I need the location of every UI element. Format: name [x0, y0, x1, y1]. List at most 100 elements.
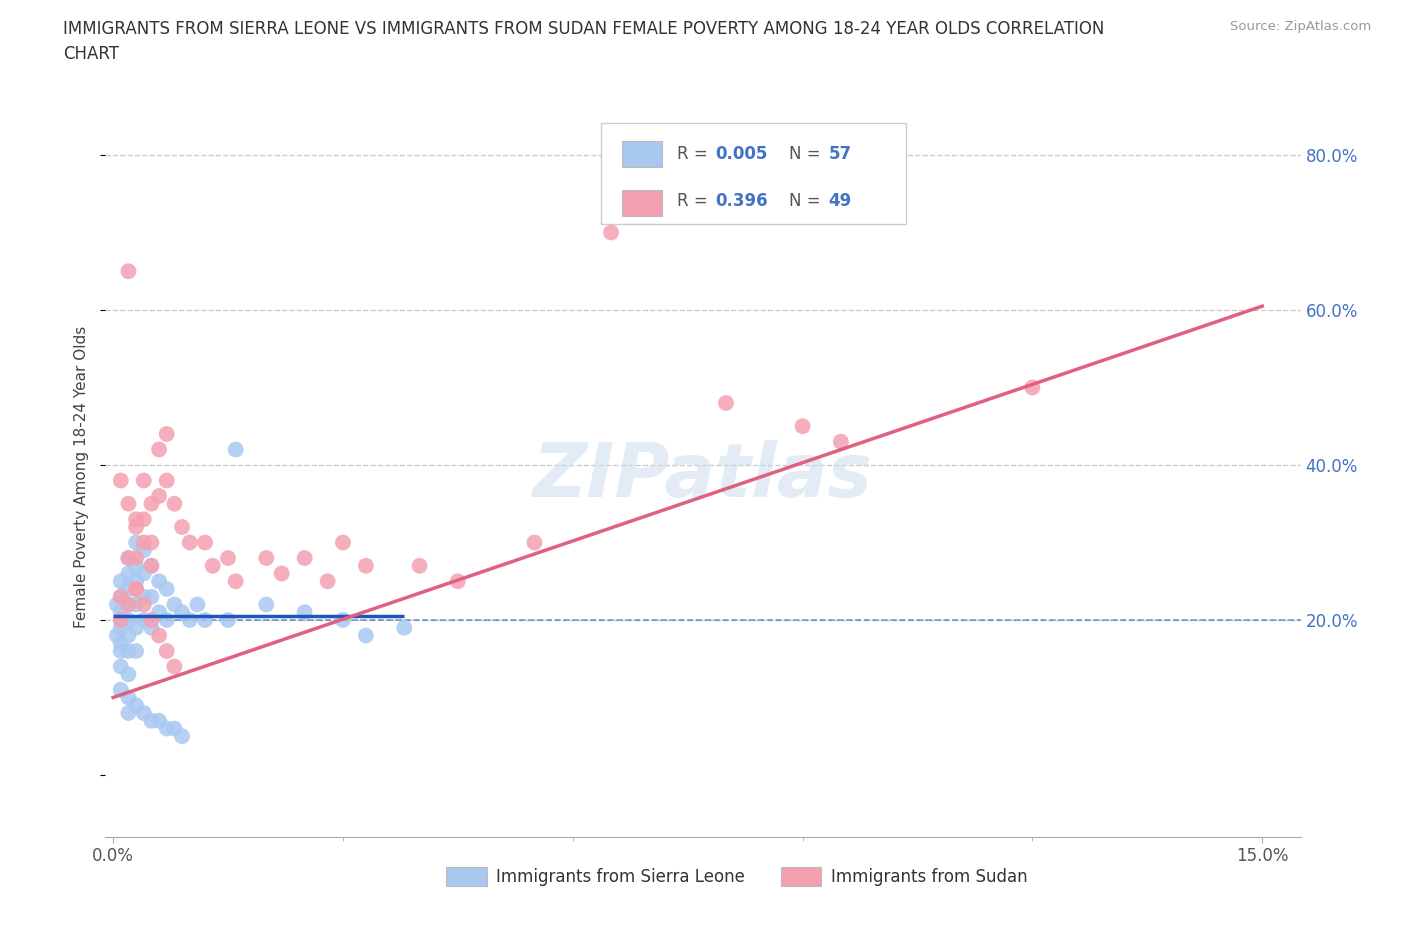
Point	[110, 613, 132, 628]
Text: Immigrants from Sierra Leone: Immigrants from Sierra Leone	[496, 868, 745, 885]
Point	[254, 551, 277, 565]
Point	[117, 581, 139, 596]
Point	[117, 597, 139, 612]
Point	[523, 535, 546, 550]
Point	[141, 590, 163, 604]
Point	[156, 473, 179, 488]
Point	[225, 574, 247, 589]
Point	[194, 535, 217, 550]
Point	[117, 551, 139, 565]
Point	[132, 512, 155, 526]
Point	[110, 620, 132, 635]
Bar	[621, 141, 662, 166]
Point	[117, 613, 139, 628]
Point	[156, 613, 179, 628]
Point	[125, 520, 148, 535]
Text: 49: 49	[828, 193, 852, 210]
Text: 0.005: 0.005	[716, 145, 768, 164]
Text: IMMIGRANTS FROM SIERRA LEONE VS IMMIGRANTS FROM SUDAN FEMALE POVERTY AMONG 18-24: IMMIGRANTS FROM SIERRA LEONE VS IMMIGRAN…	[63, 20, 1105, 38]
Point	[117, 706, 139, 721]
Text: CHART: CHART	[63, 45, 120, 62]
Point	[132, 535, 155, 550]
Point	[125, 698, 148, 712]
Point	[792, 418, 814, 433]
Point	[141, 713, 163, 728]
Text: ZIPatlas: ZIPatlas	[533, 440, 873, 513]
Point	[148, 628, 170, 643]
Text: N =: N =	[789, 193, 825, 210]
Point	[132, 543, 155, 558]
Text: 57: 57	[828, 145, 852, 164]
Point	[125, 574, 148, 589]
Point	[179, 613, 201, 628]
Point	[105, 597, 128, 612]
Point	[394, 620, 416, 635]
Point	[132, 597, 155, 612]
Point	[600, 225, 623, 240]
Point	[294, 604, 316, 619]
Point	[830, 434, 852, 449]
Point	[117, 597, 139, 612]
Point	[110, 683, 132, 698]
Bar	[621, 191, 662, 216]
Bar	[780, 868, 821, 886]
Text: N =: N =	[789, 145, 825, 164]
Point	[354, 558, 377, 573]
Text: R =: R =	[676, 145, 713, 164]
Point	[110, 604, 132, 619]
Point	[194, 613, 217, 628]
Point	[148, 442, 170, 457]
Point	[125, 620, 148, 635]
Point	[117, 690, 139, 705]
Point	[117, 551, 139, 565]
Point	[141, 497, 163, 512]
Point	[186, 597, 208, 612]
Point	[132, 566, 155, 581]
Point	[156, 427, 179, 442]
Point	[225, 442, 247, 457]
Point	[132, 590, 155, 604]
Y-axis label: Female Poverty Among 18-24 Year Olds: Female Poverty Among 18-24 Year Olds	[75, 326, 90, 628]
Point	[1021, 380, 1043, 395]
Point	[141, 558, 163, 573]
Point	[132, 706, 155, 721]
Point	[316, 574, 339, 589]
Point	[201, 558, 224, 573]
Point	[132, 613, 155, 628]
Point	[110, 659, 132, 674]
Point	[125, 551, 148, 565]
Point	[125, 644, 148, 658]
Point	[141, 535, 163, 550]
Point	[125, 581, 148, 596]
Point	[110, 590, 132, 604]
Point	[110, 473, 132, 488]
Point	[447, 574, 470, 589]
Point	[110, 644, 132, 658]
Point	[117, 566, 139, 581]
Point	[141, 558, 163, 573]
Point	[179, 535, 201, 550]
Point	[148, 604, 170, 619]
Point	[170, 520, 193, 535]
Point	[141, 620, 163, 635]
Point	[294, 551, 316, 565]
Point	[408, 558, 430, 573]
Point	[148, 488, 170, 503]
Point	[148, 713, 170, 728]
Point	[163, 597, 186, 612]
Point	[254, 597, 277, 612]
Point	[105, 628, 128, 643]
Point	[110, 636, 132, 651]
Point	[125, 558, 148, 573]
Text: R =: R =	[676, 193, 713, 210]
Point	[125, 535, 148, 550]
Point	[170, 604, 193, 619]
Point	[170, 729, 193, 744]
Point	[141, 613, 163, 628]
Point	[110, 590, 132, 604]
Point	[332, 535, 354, 550]
Point	[163, 659, 186, 674]
Point	[156, 581, 179, 596]
Point	[217, 613, 239, 628]
Text: Immigrants from Sudan: Immigrants from Sudan	[831, 868, 1028, 885]
